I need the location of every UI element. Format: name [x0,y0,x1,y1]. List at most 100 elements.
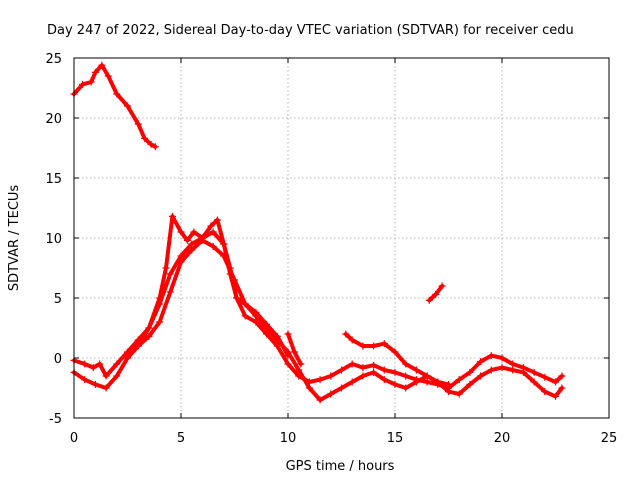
data-point [391,380,399,388]
data-point [190,228,198,236]
data-point [141,134,149,142]
x-tick-label: 15 [387,431,404,446]
data-point [263,330,271,338]
data-point [91,68,99,76]
data-point [96,360,104,368]
data-point [209,242,217,250]
data-point [316,396,324,404]
data-point [151,143,159,151]
chart-title: Day 247 of 2022, Sidereal Day-to-day VTE… [47,23,574,38]
data-point [145,332,153,340]
series-line [72,238,564,402]
data-point [81,376,89,384]
data-point [295,366,303,374]
data-point [391,368,399,376]
data-point [348,378,356,386]
data-point [284,330,292,338]
x-tick-label: 0 [70,431,78,446]
y-axis-label: SDTVAR / TECUs [7,185,22,292]
x-tick-label: 5 [177,431,185,446]
data-point [530,368,538,376]
data-point [147,140,155,148]
data-point [113,90,121,98]
data-point [402,372,410,380]
data-point [252,318,260,326]
grid-lines [74,58,609,418]
series-s1 [70,61,159,151]
data-point [380,376,388,384]
data-point [423,372,431,380]
data-point [297,360,305,368]
data-point [432,290,440,298]
data-point [233,294,241,302]
data-point [305,384,313,392]
data-point [198,234,206,242]
data-point [466,368,474,376]
x-axis-label: GPS time / hours [286,459,395,474]
data-point [519,368,527,376]
data-point [498,364,506,372]
data-point [168,212,176,220]
data-point [252,308,260,316]
data-point [183,236,191,244]
data-point [188,240,196,248]
data-point [241,312,249,320]
y-tick-label: 25 [45,52,62,67]
y-tick-label: 20 [45,112,62,127]
data-point [338,366,345,374]
data-point [327,390,335,398]
data-point [166,288,174,296]
data-point [412,378,420,386]
data-point [241,300,249,308]
data-point [455,390,463,398]
data-point [391,348,399,356]
data-point [466,380,474,388]
data-point [316,376,324,384]
data-point [124,102,131,110]
data-point [402,384,410,392]
data-point [487,352,495,360]
data-point [359,372,367,380]
data-point [134,120,142,128]
series-line [72,230,564,390]
data-point [89,364,97,372]
data-point [213,216,221,224]
data-point [541,373,549,381]
data-point [177,228,185,236]
y-tick-label: 5 [54,292,62,307]
data-point [434,378,442,386]
x-tick-label: 10 [280,431,297,446]
data-point [156,318,164,326]
data-point [273,332,281,340]
data-point [91,380,99,388]
data-point [552,378,559,386]
data-point [455,376,463,384]
data-point [124,354,131,362]
data-point [209,228,217,236]
data-point [327,372,335,380]
data-point [207,222,215,230]
data-point [290,348,298,356]
axis-ticks: 0 5 10 15 20 25 -5 0 5 10 15 20 25 [45,52,617,446]
data-point [188,246,196,254]
data-point [284,352,292,360]
data-point [124,348,131,356]
data-point [342,330,350,338]
data-point [498,354,506,362]
data-point [102,372,110,380]
data-point [166,270,174,278]
data-point [162,264,170,272]
data-point [370,368,378,376]
data-point [445,388,452,396]
data-point [423,378,431,386]
data-point [348,336,356,344]
data-point [412,366,420,374]
y-tick-label: 10 [45,232,62,247]
data-point [380,340,388,348]
data-point [477,358,485,366]
data-point [156,294,164,302]
series-s6 [342,330,452,388]
data-point [145,324,153,332]
data-point [359,342,367,350]
